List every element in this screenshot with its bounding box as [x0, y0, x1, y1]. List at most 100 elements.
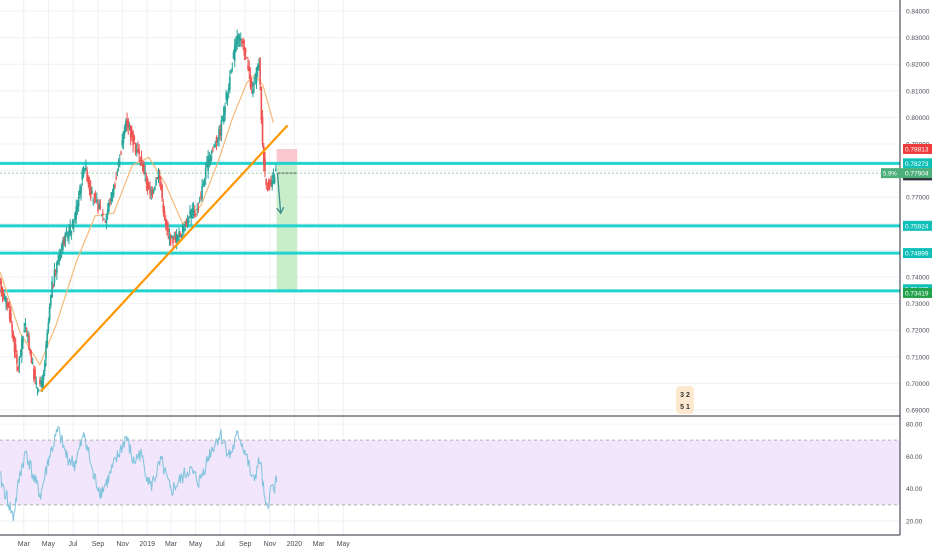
- price-axis-tick-label: 0.72000: [906, 328, 930, 335]
- candle-body: [184, 228, 186, 231]
- candle-body: [17, 366, 19, 370]
- candle-body: [34, 369, 36, 380]
- candle-body: [57, 260, 59, 265]
- candle-body: [54, 270, 57, 272]
- candle-body: [246, 56, 248, 58]
- candle-body: [59, 252, 62, 259]
- candle-body: [249, 74, 252, 88]
- candle-body: [24, 323, 27, 326]
- candle-body: [111, 194, 114, 198]
- candle-body: [105, 215, 108, 224]
- entry-price-label-bg: [903, 158, 932, 169]
- rsi-line-layer: [0, 426, 278, 522]
- candle-body: [86, 170, 88, 182]
- candle-body: [275, 168, 277, 171]
- candle-body: [115, 177, 117, 179]
- candle-body: [151, 189, 154, 196]
- x-axis-tick-label: Mar: [165, 541, 178, 548]
- candle-body: [110, 192, 113, 202]
- moving-average: [0, 73, 274, 367]
- stop-price-label: 0.78813: [905, 146, 929, 153]
- candlesticks: [0, 29, 277, 396]
- candle-body: [235, 39, 237, 51]
- candle-body: [143, 163, 145, 174]
- candle-body: [28, 335, 30, 351]
- candle-body: [37, 390, 40, 392]
- candle-body: [98, 203, 101, 209]
- candle-body: [87, 176, 90, 184]
- candle-body: [258, 64, 260, 66]
- countdown-badge-bg: [881, 168, 903, 179]
- candle-body: [267, 180, 270, 190]
- candle-body: [36, 387, 39, 389]
- candle-body: [4, 295, 6, 300]
- candle-body: [238, 36, 241, 41]
- candle-body: [6, 302, 9, 309]
- candle-body: [73, 225, 75, 228]
- level-2-price-label: 0.74899: [905, 251, 929, 258]
- candle-body: [133, 136, 136, 140]
- candle-body: [203, 181, 206, 185]
- candle-body: [244, 48, 247, 53]
- candle-body: [8, 308, 11, 320]
- candle-body: [261, 116, 264, 145]
- candle-body: [68, 230, 70, 238]
- candle-body: [146, 178, 149, 190]
- candle-body: [114, 184, 116, 188]
- candle-body: [85, 165, 87, 167]
- target-price-label: 0.73419: [905, 290, 929, 297]
- candle-body: [33, 368, 35, 379]
- candle-body: [181, 224, 184, 233]
- candle-body: [254, 74, 257, 79]
- candle-body: [58, 255, 61, 262]
- price-axis-tick-label: 0.83000: [906, 35, 930, 42]
- price-axis-tick-label: 0.84000: [906, 9, 930, 16]
- candle-body: [132, 132, 134, 146]
- candle-body: [48, 306, 51, 321]
- candle-body: [81, 170, 84, 180]
- projection-arrow-shaft: [276, 173, 282, 214]
- entry-price-label: 0.78273: [905, 161, 929, 168]
- candle-body: [141, 164, 144, 171]
- candle-body: [183, 228, 185, 232]
- candle-body: [12, 332, 15, 341]
- candle-body: [239, 38, 242, 41]
- candle-body: [42, 373, 45, 380]
- candle-body: [177, 235, 179, 241]
- candle-body: [236, 36, 238, 46]
- candle-body: [31, 362, 34, 365]
- candle-body: [152, 190, 155, 193]
- candle-body: [198, 200, 201, 203]
- x-axis-tick-label: 2019: [139, 541, 155, 548]
- candle-body: [172, 236, 174, 244]
- candle-body: [22, 336, 24, 344]
- candle-body: [193, 211, 196, 214]
- candle-body: [272, 175, 275, 179]
- candle-body: [163, 211, 166, 215]
- x-axis-tick-label: May: [337, 541, 351, 548]
- candle-body: [122, 131, 125, 144]
- stop-price-label-bg: [903, 143, 932, 154]
- candle-body: [171, 235, 173, 238]
- candle-body: [93, 193, 96, 197]
- candle-body: [209, 155, 212, 162]
- candle-body: [82, 172, 85, 176]
- candle-body: [269, 180, 271, 185]
- candle-body: [195, 214, 197, 216]
- candle-body: [158, 175, 161, 180]
- candle-body: [160, 181, 162, 190]
- candle-body: [233, 45, 236, 61]
- candle-body: [30, 356, 33, 363]
- candle-body: [41, 379, 44, 389]
- candle-body: [128, 126, 131, 128]
- candle-body: [80, 186, 82, 194]
- candle-body: [169, 239, 172, 245]
- candle-body: [174, 236, 177, 243]
- candle-body: [227, 88, 230, 92]
- candle-body: [256, 65, 259, 71]
- candle-body: [262, 145, 265, 164]
- level-2-price-label-bg: [903, 248, 932, 259]
- trendline-layer: [39, 124, 289, 393]
- x-axis-tick-label: May: [42, 541, 56, 548]
- candle-body: [69, 225, 71, 234]
